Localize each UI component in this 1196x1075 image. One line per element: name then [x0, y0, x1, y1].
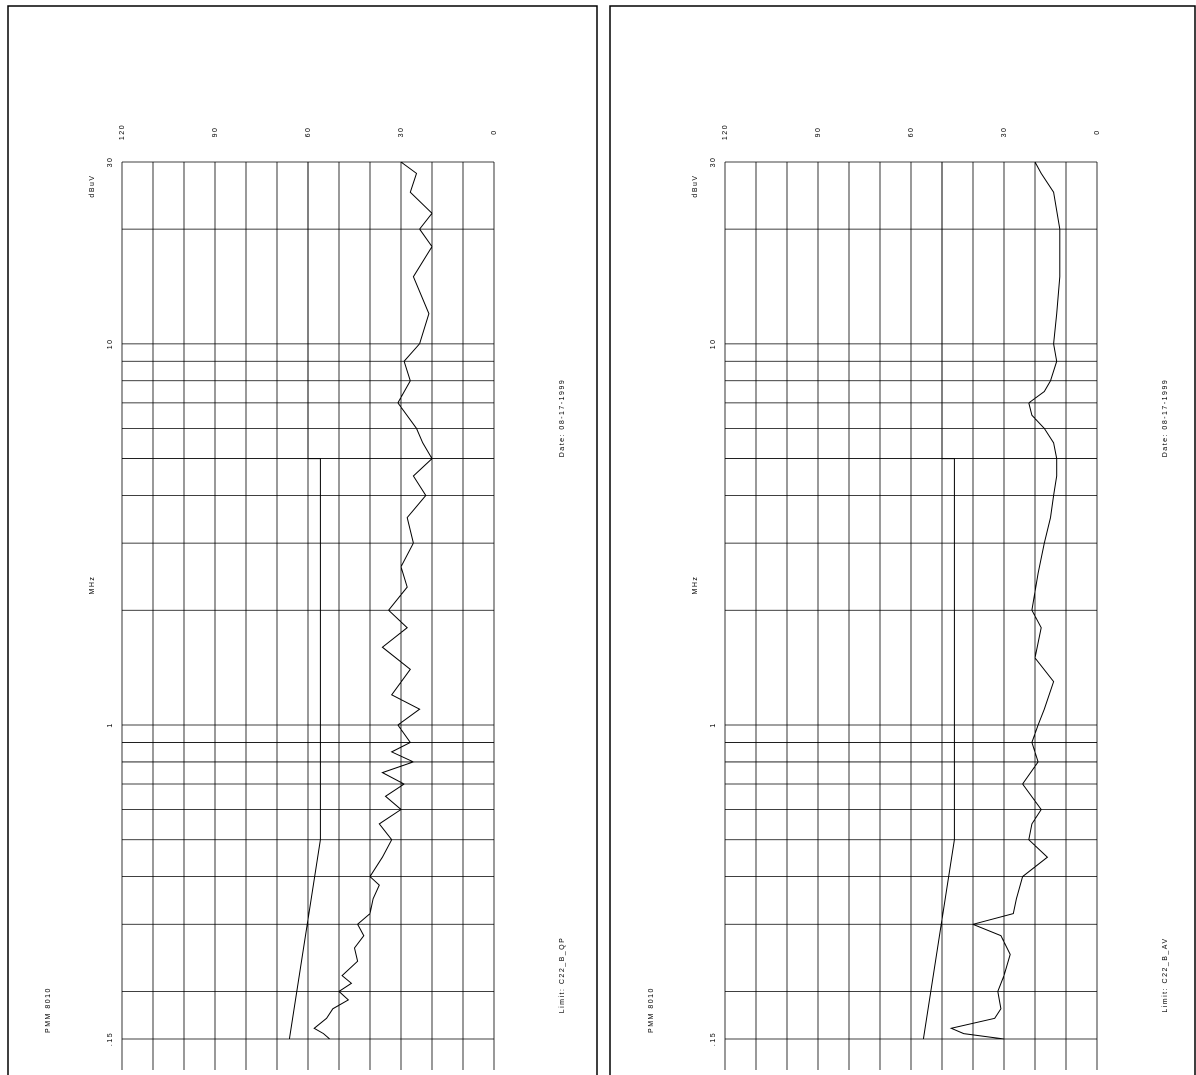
y-tick-label: 90: [212, 127, 219, 138]
x-tick-label: 30: [107, 157, 114, 168]
axis-label: MHz: [89, 576, 96, 595]
y-tick-label: 30: [398, 127, 405, 138]
x-tick-label: 10: [710, 338, 717, 349]
limit-label: Limit: C22_B_QP: [559, 937, 566, 1014]
y-tick-label: 120: [722, 124, 729, 140]
y-tick-label: 90: [815, 127, 822, 138]
x-tick-label: 1: [710, 722, 717, 727]
date-label: Date: 08-17-1999: [559, 379, 566, 457]
x-tick-label: .15: [107, 1032, 114, 1046]
panel: [609, 5, 1196, 1075]
panel-frame: [609, 5, 1196, 1075]
y-tick-label: 120: [119, 124, 126, 140]
device-label: PMM 8010: [648, 987, 655, 1033]
device-label: PMM 8010: [45, 987, 52, 1033]
axis-label: MHz: [692, 576, 699, 595]
limit-line: [922, 162, 955, 1040]
limit-label: Limit: C22_B_AV: [1162, 937, 1169, 1012]
panel: [7, 5, 598, 1075]
unit-label: dBuV: [89, 174, 96, 197]
unit-label: dBuV: [692, 174, 699, 197]
trace-line: [949, 161, 1061, 1040]
y-tick-label: 0: [491, 129, 498, 134]
y-tick-label: 0: [1094, 129, 1101, 134]
y-tick-label: 60: [908, 127, 915, 138]
x-tick-label: 1: [107, 722, 114, 727]
y-tick-label: 30: [1001, 127, 1008, 138]
x-tick-label: .15: [710, 1032, 717, 1046]
trace-line: [313, 161, 433, 1040]
x-tick-label: 30: [710, 157, 717, 168]
date-label: Date: 08-17-1999: [1162, 379, 1169, 457]
limit-line: [288, 162, 321, 1040]
y-tick-label: 60: [305, 127, 312, 138]
panel-frame: [7, 5, 598, 1075]
x-tick-label: 10: [107, 338, 114, 349]
